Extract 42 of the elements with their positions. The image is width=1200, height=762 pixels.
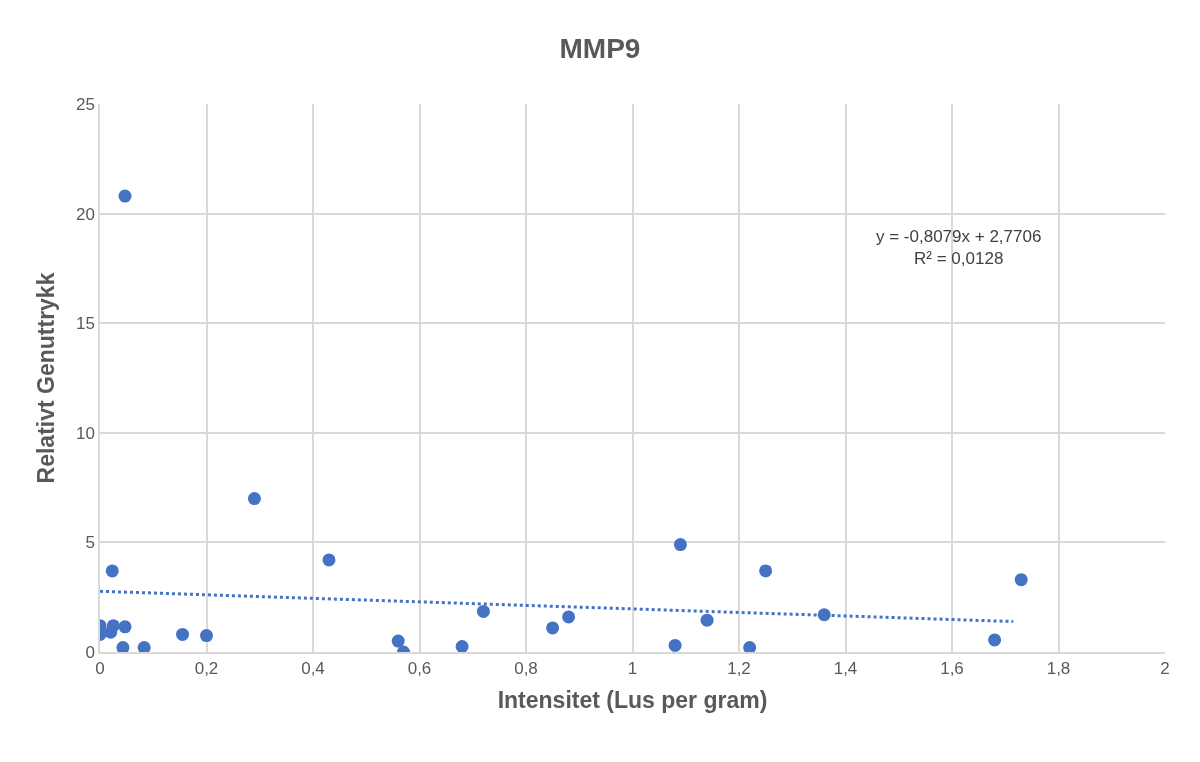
point — [118, 620, 132, 634]
point — [988, 633, 1002, 647]
point — [116, 641, 130, 652]
x-tick-label: 0,4 — [301, 659, 325, 679]
point — [118, 189, 132, 203]
x-tick-label: 1,4 — [833, 659, 858, 679]
x-tick-label: 1,2 — [727, 659, 751, 679]
x-tick-label: 1,8 — [1046, 659, 1071, 679]
y-axis-title: Relativt Genuttrykk — [32, 272, 59, 484]
x-tick-label: 0,8 — [514, 659, 538, 679]
y-tick-label: 25 — [75, 94, 95, 114]
y-tick-label: 20 — [75, 204, 95, 224]
point — [673, 538, 687, 552]
point — [322, 553, 336, 567]
point — [1014, 573, 1028, 587]
x-axis-title: Intensitet (Lus per gram) — [497, 687, 768, 714]
point — [668, 638, 682, 652]
point — [759, 564, 773, 578]
x-tick-label: 1 — [627, 659, 638, 679]
y-tick-label: 0 — [85, 642, 95, 662]
point — [700, 613, 714, 627]
y-tick-label: 5 — [85, 533, 95, 553]
point — [743, 641, 757, 652]
annotation: y = -0,8079x + 2,7706 R² = 0,0128 — [876, 227, 1042, 269]
chart-title: MMP9 — [559, 32, 641, 64]
point — [391, 634, 405, 648]
point — [546, 621, 560, 635]
point — [455, 640, 469, 652]
point — [105, 564, 119, 578]
x-tick-label: 2 — [1160, 659, 1170, 679]
y-tick-label: 15 — [75, 314, 95, 334]
point — [247, 492, 261, 506]
x-tick-label: 1,6 — [940, 659, 964, 679]
x-tick-label: 0,6 — [407, 659, 432, 679]
point — [176, 627, 190, 641]
y-tick-label: 10 — [75, 423, 95, 443]
point — [476, 604, 490, 618]
point — [562, 610, 576, 624]
point — [200, 629, 213, 643]
x-tick-label: 0,2 — [194, 659, 219, 679]
point — [106, 619, 120, 633]
point — [137, 641, 151, 652]
